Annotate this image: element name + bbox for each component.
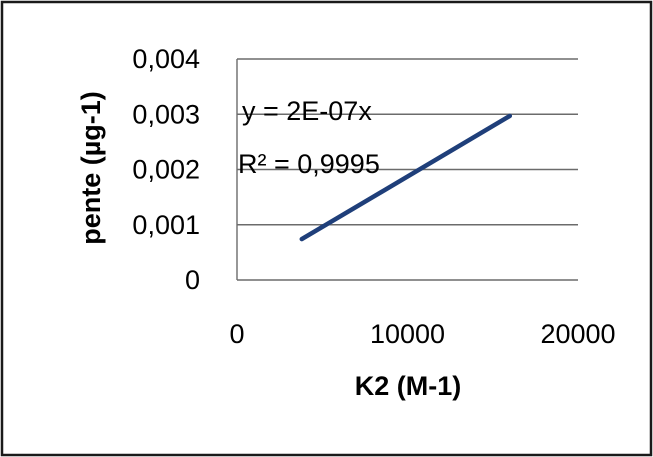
x-tick-label: 20000 [540,319,615,349]
y-tick-label: 0,002 [132,155,200,185]
x-axis-title: K2 (M-1) [355,371,462,401]
x-tick-label: 10000 [370,319,445,349]
y-axis-title: pente (µg-1) [76,91,106,245]
series-layer [299,113,513,242]
y-tick-label: 0 [185,265,200,295]
gridlines [237,58,578,226]
series-line-0 [299,113,513,242]
axes [236,59,578,281]
tick-labels: 0 0,001 0,002 0,003 0,004 0 10000 20000 [132,44,615,349]
trendline-equation: y = 2E-07x [242,96,372,126]
r-squared-label: R² = 0,9995 [238,149,380,179]
y-tick-label: 0,004 [132,44,200,74]
y-tick-label: 0,003 [132,99,200,129]
y-tick-label: 0,001 [132,210,200,240]
x-tick-label: 0 [229,319,244,349]
